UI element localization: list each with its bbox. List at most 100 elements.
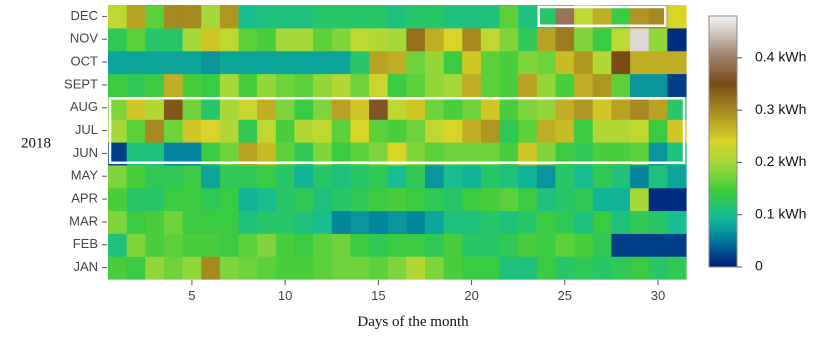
heatmap-cell bbox=[294, 164, 314, 189]
heatmap-cell bbox=[108, 73, 128, 97]
heatmap-cell bbox=[387, 164, 407, 189]
heatmap-cell bbox=[350, 142, 370, 166]
heatmap-cell bbox=[462, 5, 482, 29]
heatmap-cell bbox=[424, 5, 445, 29]
heatmap-cell bbox=[462, 256, 482, 280]
day-tick-label: 5 bbox=[188, 288, 195, 303]
heatmap-cell bbox=[369, 256, 389, 280]
heatmap-cell bbox=[313, 119, 333, 143]
heatmap-cell bbox=[257, 256, 277, 280]
heatmap-cell bbox=[182, 256, 202, 280]
heatmap-cell bbox=[387, 233, 407, 257]
heatmap-cell bbox=[313, 210, 333, 234]
heatmap-cell bbox=[313, 96, 333, 120]
heatmap-cell bbox=[555, 5, 575, 29]
heatmap-cell bbox=[350, 119, 370, 143]
heatmap-cell bbox=[126, 50, 146, 75]
heatmap-cell bbox=[257, 73, 277, 97]
heatmap-cell bbox=[182, 50, 202, 75]
heatmap-cell bbox=[406, 5, 426, 29]
heatmap-cell bbox=[257, 233, 277, 257]
heatmap-cell bbox=[275, 210, 296, 234]
heatmap-cell bbox=[163, 164, 184, 189]
month-tick-label: JUN bbox=[73, 145, 98, 160]
heatmap-cell bbox=[163, 233, 184, 257]
heatmap-cell bbox=[331, 187, 351, 212]
heatmap-cell bbox=[201, 210, 221, 234]
heatmap-cell bbox=[369, 164, 389, 189]
heatmap-cell bbox=[108, 210, 128, 234]
heatmap-cell bbox=[462, 96, 482, 120]
heatmap-cell bbox=[275, 50, 296, 75]
heatmap-cell bbox=[201, 5, 221, 29]
colorbar-tick-label: 0.4 kWh bbox=[755, 49, 806, 65]
heatmap-cell bbox=[518, 96, 538, 120]
heatmap-cell bbox=[406, 210, 426, 234]
heatmap-cell bbox=[108, 142, 128, 166]
day-tick-label: 30 bbox=[651, 288, 665, 303]
heatmap-cell bbox=[275, 5, 296, 29]
heatmap-cell bbox=[648, 119, 668, 143]
heatmap-cell bbox=[406, 50, 426, 75]
heatmap-cell bbox=[518, 50, 538, 75]
heatmap-cell bbox=[518, 119, 538, 143]
heatmap-cell bbox=[630, 119, 650, 143]
heatmap-cell bbox=[648, 96, 668, 120]
month-tick-label: JUL bbox=[75, 122, 98, 137]
heatmap-cell bbox=[182, 164, 202, 189]
heatmap-cell bbox=[592, 210, 613, 234]
heatmap-cell bbox=[387, 256, 407, 280]
heatmap-cell bbox=[313, 142, 333, 166]
heatmap-cell bbox=[350, 73, 370, 97]
heatmap-cell bbox=[219, 96, 240, 120]
heatmap-cell bbox=[387, 27, 407, 52]
heatmap-cell bbox=[145, 73, 165, 97]
heatmap-cell bbox=[294, 119, 314, 143]
heatmap-cell bbox=[350, 96, 370, 120]
heatmap-cell bbox=[145, 5, 165, 29]
heatmap-cell bbox=[257, 5, 277, 29]
heatmap-cell bbox=[182, 142, 202, 166]
heatmap-cell bbox=[238, 256, 258, 280]
heatmap-cell bbox=[369, 96, 389, 120]
heatmap-cell bbox=[667, 142, 687, 166]
heatmap-cell bbox=[313, 50, 333, 75]
heatmap-cell bbox=[462, 187, 482, 212]
heatmap-cell bbox=[331, 210, 351, 234]
heatmap-cell bbox=[648, 256, 668, 280]
heatmap-cell bbox=[406, 164, 426, 189]
heatmap-cell bbox=[275, 233, 296, 257]
heatmap-cell bbox=[611, 96, 631, 120]
month-tick-label: JAN bbox=[73, 259, 98, 274]
heatmap-cell bbox=[257, 50, 277, 75]
heatmap-cell bbox=[331, 5, 351, 29]
heatmap-cell bbox=[518, 256, 538, 280]
heatmap-cell bbox=[126, 119, 146, 143]
heatmap-cell bbox=[424, 27, 445, 52]
heatmap-cell bbox=[182, 96, 202, 120]
heatmap-cell bbox=[257, 187, 277, 212]
heatmap-cell bbox=[518, 210, 538, 234]
heatmap-cell bbox=[238, 233, 258, 257]
heatmap-cell bbox=[313, 27, 333, 52]
heatmap-cell bbox=[424, 210, 445, 234]
heatmap-cell bbox=[611, 50, 631, 75]
heatmap-cell bbox=[275, 164, 296, 189]
heatmap-cell bbox=[275, 187, 296, 212]
heatmap-cell bbox=[108, 50, 128, 75]
heatmap-cell bbox=[201, 119, 221, 143]
heatmap-cell bbox=[480, 73, 501, 97]
heatmap-cell bbox=[108, 96, 128, 120]
heatmap-cell bbox=[499, 27, 519, 52]
heatmap-cell bbox=[108, 164, 128, 189]
heatmap-cell bbox=[387, 96, 407, 120]
heatmap-cell bbox=[574, 256, 594, 280]
heatmap-cell bbox=[145, 256, 165, 280]
colorbar-tick-label: 0.2 kWh bbox=[755, 153, 806, 169]
heatmap-cell bbox=[443, 27, 463, 52]
heatmap-cell bbox=[145, 119, 165, 143]
heatmap-cell bbox=[238, 142, 258, 166]
heatmap-cell bbox=[667, 210, 687, 234]
heatmap-cell bbox=[555, 142, 575, 166]
heatmap-cell bbox=[145, 96, 165, 120]
